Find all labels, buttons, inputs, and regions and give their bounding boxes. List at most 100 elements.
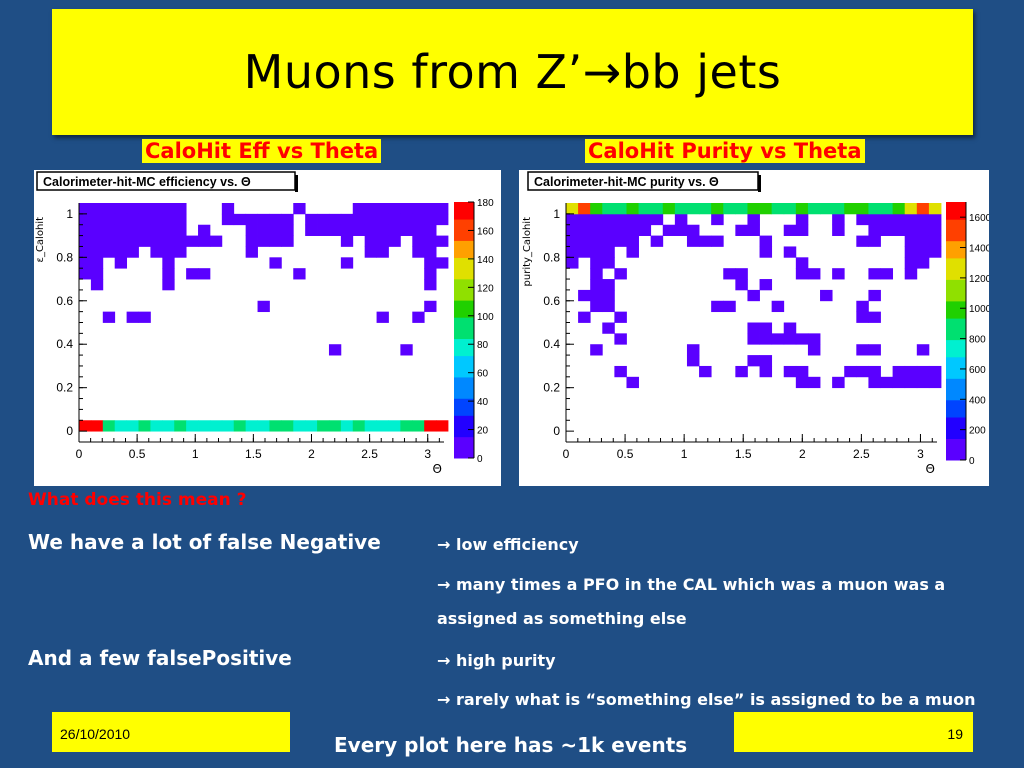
- color-scale-segment: [946, 283, 966, 289]
- page-number: 19: [947, 726, 963, 742]
- heatmap-cell: [79, 224, 92, 236]
- color-scale-segment: [454, 347, 474, 352]
- heatmap-cell: [162, 246, 175, 258]
- heatmap-dense-cell: [269, 420, 282, 432]
- color-scale-segment: [454, 223, 474, 229]
- heatmap-dense-cell: [293, 420, 306, 432]
- color-scale-segment: [946, 257, 966, 263]
- color-scale-segment: [454, 274, 474, 280]
- color-scale-segment: [946, 232, 966, 237]
- heatmap-cell: [590, 257, 603, 269]
- heatmap-dense-cell: [305, 420, 318, 432]
- heatmap-dense-cell: [102, 420, 116, 432]
- heatmap-cell: [90, 235, 104, 247]
- heatmap-cell: [424, 279, 437, 291]
- color-scale-segment: [454, 411, 474, 416]
- heatmap-cell: [735, 279, 748, 291]
- x-tick-label: 0: [563, 447, 570, 461]
- heatmap-dense-cell: [233, 420, 247, 432]
- heatmap-cell: [928, 376, 942, 389]
- heatmap-cell: [880, 213, 894, 226]
- x-tick-label: 2: [308, 447, 315, 461]
- heatmap-cell: [590, 289, 603, 302]
- heatmap-dense-cell: [257, 420, 270, 432]
- heatmap-cell: [162, 203, 175, 215]
- heatmap-cell: [638, 213, 652, 226]
- color-scale-segment: [454, 261, 474, 267]
- heatmap-cell: [90, 203, 104, 215]
- heatmap-dense-cell: [209, 420, 223, 432]
- heatmap-dense-cell: [412, 420, 425, 432]
- heatmap-cell: [257, 235, 270, 247]
- x-tick-label: 1: [681, 447, 688, 461]
- color-scale-segment: [454, 231, 474, 237]
- heatmap-dense-cell: [90, 420, 104, 432]
- z-tick-label: 1400: [969, 244, 989, 255]
- color-scale-segment: [946, 227, 966, 233]
- color-scale-segment: [454, 312, 474, 318]
- heatmap-cell: [674, 213, 688, 226]
- color-scale-segment: [454, 325, 474, 331]
- heatmap-cell: [747, 322, 760, 334]
- color-scale-segment: [946, 361, 966, 366]
- heatmap-cell: [626, 376, 639, 389]
- heatmap-cell: [566, 246, 579, 258]
- heatmap-cell: [138, 213, 151, 226]
- heatmap-cell: [79, 268, 92, 280]
- color-scale-segment: [946, 447, 966, 452]
- heatmap-dense-cell: [364, 420, 377, 432]
- heatmap-dense-cell: [771, 203, 785, 215]
- heatmap-cell: [412, 235, 425, 247]
- heatmap-dense-cell: [221, 420, 235, 432]
- color-scale-segment: [946, 240, 966, 246]
- color-scale-segment: [454, 423, 474, 429]
- heatmap-dense-cell: [928, 203, 942, 215]
- color-scale-segment: [454, 219, 474, 224]
- color-scale-segment: [946, 202, 966, 207]
- heatmap-dense-cell: [590, 203, 603, 215]
- heatmap-cell: [783, 246, 797, 258]
- color-scale-segment: [946, 270, 966, 276]
- heatmap-cell: [711, 300, 724, 313]
- heatmap-dense-cell: [114, 420, 128, 432]
- heatmap-cell: [162, 268, 175, 280]
- heatmap-cell: [602, 279, 615, 291]
- heatmap-cell: [400, 203, 413, 215]
- heatmap-cell: [820, 289, 833, 302]
- heatmap-cell: [352, 213, 366, 226]
- y-tick-label: 0.4: [56, 337, 73, 351]
- heatmap-cell: [150, 235, 163, 247]
- heatmap-cell: [114, 235, 128, 247]
- color-scale-segment: [946, 421, 966, 427]
- heatmap-dense-cell: [916, 203, 930, 215]
- heatmap-cell: [856, 311, 869, 323]
- z-tick-label: 120: [477, 283, 494, 294]
- color-scale-segment: [454, 257, 474, 263]
- heatmap-cell: [602, 224, 615, 236]
- y-tick-label: 0.8: [543, 250, 560, 264]
- heatmap-cell: [245, 224, 258, 236]
- heatmap-cell: [174, 235, 187, 247]
- heatmap-cell: [626, 246, 639, 258]
- heatmap-dense-cell: [138, 420, 151, 432]
- y-tick-label: 0.2: [56, 381, 73, 395]
- heatmap-cell: [880, 224, 894, 236]
- heatmap-cell: [590, 235, 603, 247]
- heatmap-cell: [856, 213, 869, 226]
- color-scale-segment: [946, 223, 966, 229]
- heatmap-dense-cell: [832, 203, 845, 215]
- color-scale-segment: [454, 240, 474, 246]
- heatmap-cell: [868, 268, 881, 280]
- y-axis-label: purity_Calohit: [522, 217, 533, 287]
- heatmap-cell: [364, 235, 377, 247]
- heatmap-cell: [832, 268, 845, 280]
- heatmap-cell: [566, 224, 579, 236]
- heatmap-cell: [150, 246, 163, 258]
- heatmap-dense-cell: [162, 420, 175, 432]
- heatmap-cell: [174, 203, 187, 215]
- heatmap-cell: [578, 311, 591, 323]
- heatmap-cell: [614, 224, 627, 236]
- x-axis-label: Θ: [433, 462, 442, 476]
- color-scale-segment: [454, 210, 474, 216]
- heatmap-cell: [759, 355, 773, 367]
